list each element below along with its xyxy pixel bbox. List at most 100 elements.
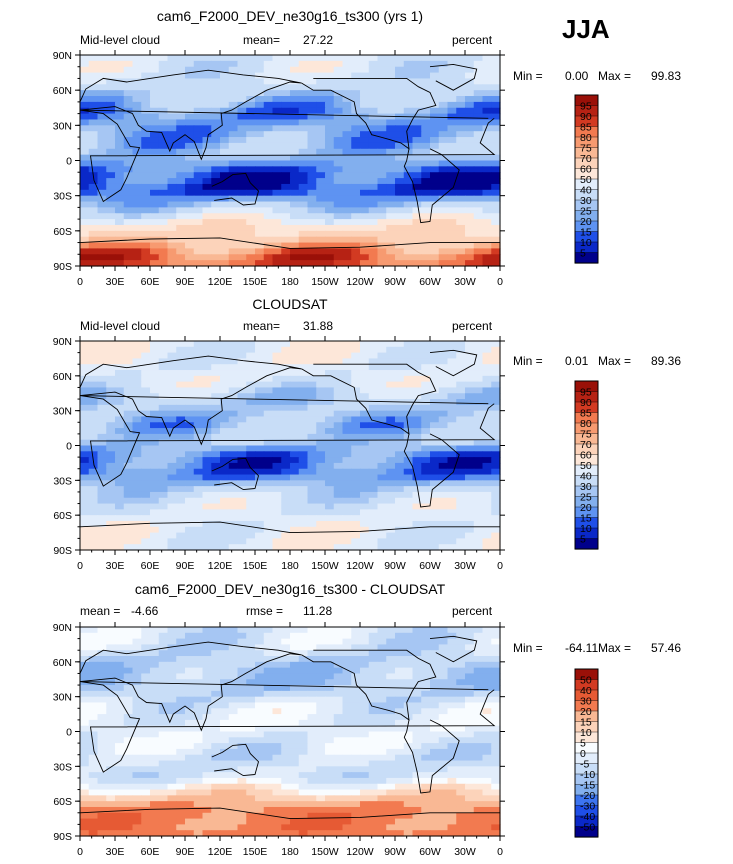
map-cell	[281, 754, 291, 762]
map-cell	[255, 131, 265, 138]
map-cell	[325, 725, 335, 733]
map-cell	[167, 78, 177, 85]
map-cell	[246, 538, 256, 545]
map-cell	[430, 451, 440, 458]
map-cell	[220, 743, 230, 750]
map-cell	[80, 195, 90, 203]
map-cell	[255, 230, 265, 238]
map-cell	[115, 468, 125, 476]
map-cell	[123, 474, 134, 481]
map-cell	[377, 667, 387, 675]
map-cell	[176, 486, 186, 493]
map-cell	[97, 468, 107, 476]
map-cell	[491, 526, 501, 534]
map-cell	[473, 480, 484, 487]
map-cell	[211, 119, 221, 126]
map-cell	[482, 754, 492, 762]
map-cell	[395, 538, 405, 545]
map-cell	[167, 60, 177, 68]
map-cell	[403, 457, 414, 464]
map-cell	[447, 201, 457, 208]
map-cell	[115, 113, 125, 121]
map-cell	[377, 370, 387, 377]
map-cell	[167, 189, 177, 197]
map-cell	[456, 189, 466, 197]
map-cell	[377, 503, 387, 510]
map-cell	[307, 178, 317, 185]
map-cell	[150, 107, 160, 115]
map-cell	[237, 754, 247, 762]
map-cell	[298, 766, 309, 773]
map-cell	[272, 719, 282, 727]
map-cell	[307, 731, 317, 738]
map-cell	[176, 428, 186, 435]
map-cell	[115, 183, 125, 191]
map-cell	[220, 650, 230, 657]
map-cell	[255, 644, 265, 651]
map-cell	[185, 370, 195, 377]
map-cell	[115, 486, 125, 493]
map-cell	[202, 428, 212, 435]
map-cell	[368, 422, 379, 429]
map-cell	[80, 690, 90, 698]
map-cell	[316, 358, 326, 365]
map-cell	[211, 679, 221, 686]
map-cell	[281, 731, 291, 738]
map-cell	[193, 399, 204, 406]
map-cell	[220, 224, 230, 232]
x-tick-label: 120W	[346, 560, 374, 572]
map-cell	[272, 627, 282, 634]
map-cell	[377, 702, 387, 709]
map-cell	[185, 341, 195, 348]
map-cell	[255, 207, 265, 214]
map-cell	[403, 766, 414, 773]
map-cell	[80, 101, 90, 109]
map-cell	[106, 381, 116, 389]
map-cell	[281, 219, 291, 226]
map-cell	[482, 364, 492, 371]
map-cell	[465, 725, 475, 733]
map-cell	[228, 352, 239, 360]
map-cell	[150, 754, 160, 762]
map-cell	[246, 708, 256, 715]
map-cell	[412, 538, 422, 545]
map-cell	[202, 387, 212, 394]
map-cell	[325, 743, 335, 750]
map-cell	[202, 101, 212, 109]
map-cell	[395, 84, 405, 91]
colorbar-label: 70	[580, 153, 592, 165]
map-cell	[106, 462, 116, 470]
map-cell	[263, 509, 274, 516]
map-cell	[491, 743, 501, 750]
map-cell	[141, 439, 151, 447]
map-cell	[272, 673, 282, 680]
map-cell	[456, 84, 466, 91]
map-cell	[403, 486, 414, 493]
map-cell	[325, 107, 335, 115]
map-cell	[220, 486, 230, 493]
map-cell	[80, 131, 90, 138]
map-cell	[237, 236, 247, 244]
map-cell	[176, 520, 186, 528]
map-cell	[473, 55, 484, 62]
map-cell	[80, 754, 90, 762]
map-cell	[115, 480, 125, 487]
map-cell	[351, 486, 361, 493]
map-cell	[447, 107, 457, 115]
map-cell	[482, 370, 492, 377]
map-cell	[351, 748, 361, 756]
map-cell	[150, 364, 160, 371]
map-cell	[325, 416, 335, 423]
map-cell	[395, 766, 405, 773]
map-cell	[325, 352, 335, 360]
map-cell	[491, 84, 501, 91]
map-cell	[176, 387, 186, 394]
map-cell	[255, 760, 265, 767]
map-cell	[447, 352, 457, 360]
colorbar-label: 70	[580, 439, 592, 451]
map-cell	[88, 137, 99, 144]
map-cell	[80, 685, 90, 692]
map-cell	[167, 119, 177, 126]
map-cell	[123, 544, 134, 551]
map-cell	[368, 509, 379, 516]
